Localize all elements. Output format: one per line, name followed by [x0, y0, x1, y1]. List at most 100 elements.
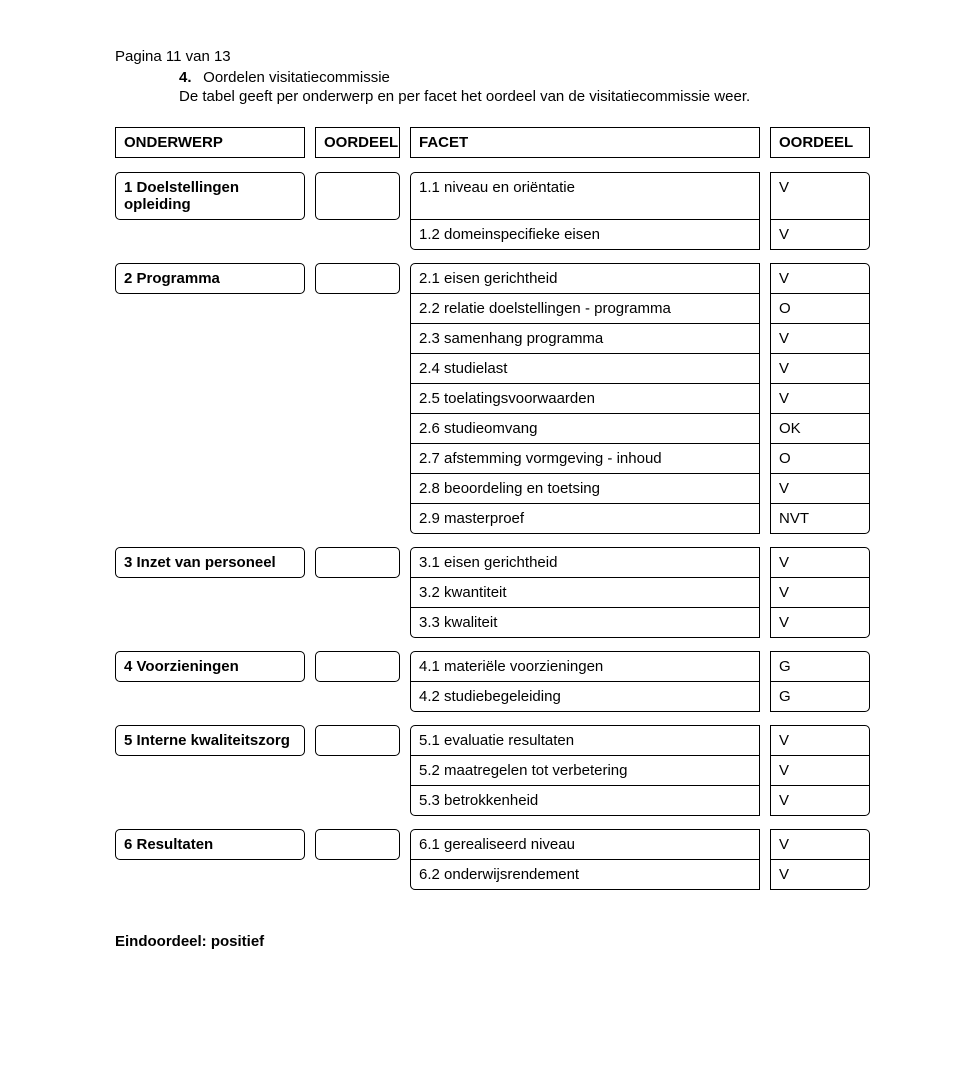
subject-cell [115, 293, 305, 324]
subject-cell [115, 577, 305, 608]
group-spacer [115, 889, 870, 903]
table-row: 2.5 toelatingsvoorwaardenV [115, 383, 870, 414]
table-row: 1.2 domeinspecifieke eisenV [115, 219, 870, 250]
section-heading: 4. Oordelen visitatiecommissie [179, 69, 870, 86]
subject-cell: 5 Interne kwaliteitszorg [115, 725, 305, 756]
subject-cell [115, 681, 305, 712]
subject-oordeel-cell [315, 785, 400, 816]
table-row: 5 Interne kwaliteitszorg 5.1 evaluatie re… [115, 725, 870, 756]
subject-cell [115, 443, 305, 474]
subject-oordeel-cell [315, 651, 400, 682]
table-row: 4 Voorzieningen 4.1 materiële voorziening… [115, 651, 870, 682]
subject-oordeel-cell [315, 577, 400, 608]
facet-cell: 5.2 maatregelen tot verbetering [410, 755, 760, 786]
facet-oordeel-cell: O [770, 293, 870, 324]
facet-oordeel-cell: V [770, 547, 870, 578]
subject-oordeel-cell [315, 219, 400, 250]
facet-oordeel-cell: V [770, 785, 870, 816]
subject-cell: 1 Doelstellingen opleiding [115, 172, 305, 220]
facet-cell: 1.2 domeinspecifieke eisen [410, 219, 760, 250]
group-spacer [115, 711, 870, 725]
table-row: 2.7 afstemming vormgeving - inhoud O [115, 443, 870, 474]
facet-oordeel-cell: G [770, 651, 870, 682]
subject-cell: 3 Inzet van personeel [115, 547, 305, 578]
facet-oordeel-cell: G [770, 681, 870, 712]
facet-oordeel-cell: V [770, 725, 870, 756]
facet-oordeel-cell: OK [770, 413, 870, 444]
table-row: 2.3 samenhang programmaV [115, 323, 870, 354]
facet-cell: 5.3 betrokkenheid [410, 785, 760, 816]
group-spacer [115, 637, 870, 651]
subject-oordeel-cell [315, 681, 400, 712]
subject-cell: 4 Voorzieningen [115, 651, 305, 682]
subject-oordeel-cell [315, 829, 400, 860]
facet-cell: 2.1 eisen gerichtheid [410, 263, 760, 294]
facet-cell: 3.3 kwaliteit [410, 607, 760, 638]
facet-cell: 1.1 niveau en oriëntatie [410, 172, 760, 220]
table-row: 2.2 relatie doelstellingen - programmaO [115, 293, 870, 324]
facet-oordeel-cell: V [770, 353, 870, 384]
facet-oordeel-cell: V [770, 755, 870, 786]
section-title: Oordelen visitatiecommissie [203, 69, 390, 86]
section-number: 4. [179, 69, 199, 86]
facet-cell: 3.2 kwantiteit [410, 577, 760, 608]
subject-cell: 6 Resultaten [115, 829, 305, 860]
subject-cell [115, 383, 305, 414]
facet-oordeel-cell: V [770, 172, 870, 220]
subject-oordeel-cell [315, 725, 400, 756]
facet-cell: 2.7 afstemming vormgeving - inhoud [410, 443, 760, 474]
subject-cell [115, 859, 305, 890]
page: Pagina 11 van 13 4. Oordelen visitatieco… [0, 0, 960, 1079]
table-row: 3 Inzet van personeel 3.1 eisen gerichthe… [115, 547, 870, 578]
table-body: 1 Doelstellingen opleiding 1.1 niveau en … [115, 172, 870, 903]
table-row: 6.2 onderwijsrendement V [115, 859, 870, 890]
group-spacer [115, 533, 870, 547]
table-row: 5.3 betrokkenheid V [115, 785, 870, 816]
hdr-oordeel-right: OORDEEL [770, 127, 870, 158]
facet-oordeel-cell: V [770, 263, 870, 294]
facet-cell: 4.2 studiebegeleiding [410, 681, 760, 712]
table-row: 4.2 studiebegeleiding G [115, 681, 870, 712]
facet-oordeel-cell: V [770, 607, 870, 638]
hdr-onderwerp: ONDERWERP [115, 127, 305, 158]
group-spacer [115, 249, 870, 263]
facet-oordeel-cell: O [770, 443, 870, 474]
subject-cell [115, 607, 305, 638]
facet-cell: 2.9 masterproef [410, 503, 760, 534]
table-row: 6 Resultaten 6.1 gerealiseerd niveau V [115, 829, 870, 860]
subject-oordeel-cell [315, 383, 400, 414]
table-row: 2.8 beoordeling en toetsing V [115, 473, 870, 504]
facet-cell: 5.1 evaluatie resultaten [410, 725, 760, 756]
facet-cell: 2.8 beoordeling en toetsing [410, 473, 760, 504]
subject-cell [115, 219, 305, 250]
facet-cell: 2.3 samenhang programma [410, 323, 760, 354]
facet-cell: 2.5 toelatingsvoorwaarden [410, 383, 760, 414]
subject-oordeel-cell [315, 413, 400, 444]
table-header: ONDERWERP OORDEEL FACET OORDEEL [115, 127, 870, 158]
subject-cell [115, 503, 305, 534]
eindoordeel: Eindoordeel: positief [115, 933, 870, 950]
facet-oordeel-cell: V [770, 473, 870, 504]
subject-oordeel-cell [315, 859, 400, 890]
subject-oordeel-cell [315, 503, 400, 534]
table-row: 2.6 studieomvangOK [115, 413, 870, 444]
table-row: 1 Doelstellingen opleiding 1.1 niveau en … [115, 172, 870, 220]
subject-oordeel-cell [315, 443, 400, 474]
facet-oordeel-cell: NVT [770, 503, 870, 534]
subject-cell [115, 755, 305, 786]
facet-cell: 3.1 eisen gerichtheid [410, 547, 760, 578]
facet-cell: 4.1 materiële voorzieningen [410, 651, 760, 682]
facet-oordeel-cell: V [770, 829, 870, 860]
subject-cell [115, 413, 305, 444]
facet-cell: 6.1 gerealiseerd niveau [410, 829, 760, 860]
facet-cell: 6.2 onderwijsrendement [410, 859, 760, 890]
facet-oordeel-cell: V [770, 859, 870, 890]
table-row: 2 Programma2.1 eisen gerichtheidV [115, 263, 870, 294]
facet-oordeel-cell: V [770, 577, 870, 608]
subject-cell [115, 353, 305, 384]
subject-oordeel-cell [315, 607, 400, 638]
subject-oordeel-cell [315, 263, 400, 294]
page-number: Pagina 11 van 13 [115, 48, 870, 65]
subject-cell [115, 473, 305, 504]
subject-oordeel-cell [315, 473, 400, 504]
